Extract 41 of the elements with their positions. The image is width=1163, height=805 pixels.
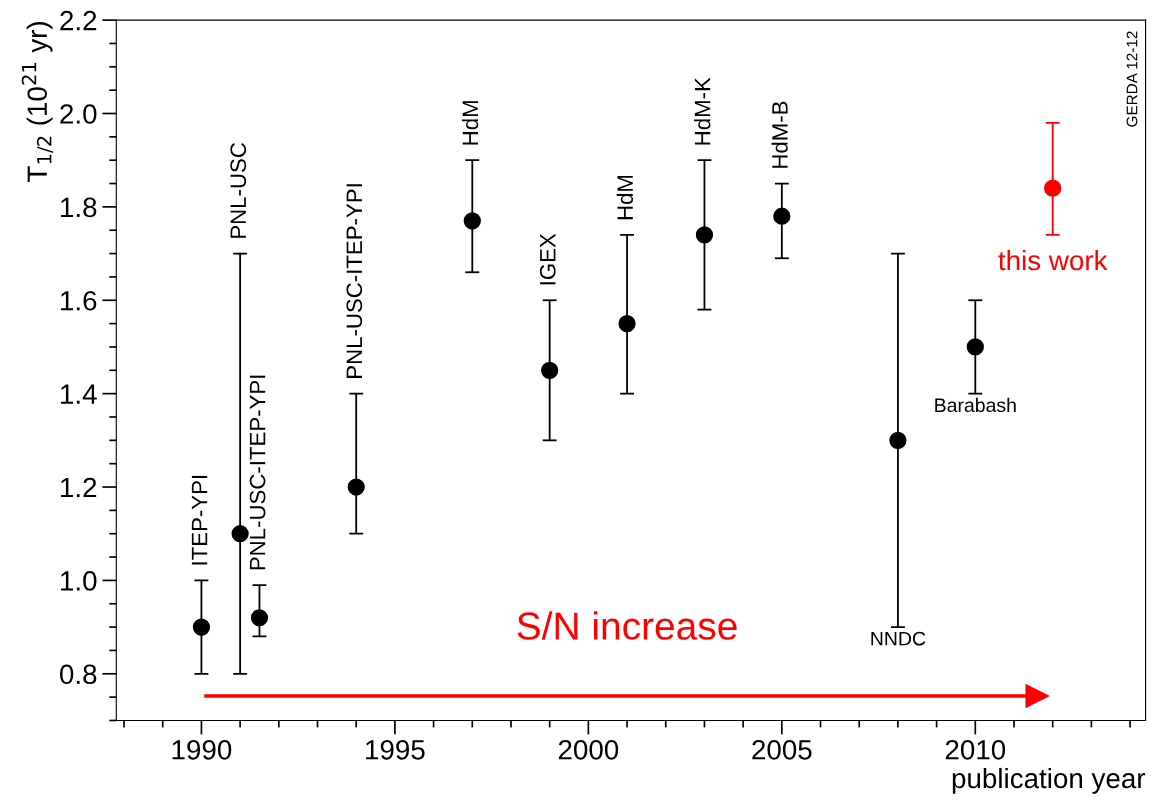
y-tick-label: 1.8 xyxy=(61,197,97,218)
y-tick-label: 1.4 xyxy=(61,384,97,404)
point xyxy=(773,207,791,225)
y-tick-label: 1.6 xyxy=(61,290,97,311)
annotation: S/N increase xyxy=(517,611,737,640)
annotation: PNL-USC-ITEP-YPI xyxy=(249,375,266,570)
point xyxy=(889,431,907,449)
x-tick-label: 1995 xyxy=(366,739,425,760)
point xyxy=(231,525,249,543)
text: this work xyxy=(998,249,1108,271)
point xyxy=(1044,179,1062,197)
y-axis-title: T$_{1/2}$ (10$^{21}$ yr) xyxy=(21,22,54,182)
y-tick-label: 0.8 xyxy=(60,664,97,685)
annotation: HdM xyxy=(616,175,634,220)
x-tick-label: 1990 xyxy=(172,739,232,760)
point xyxy=(618,314,636,333)
x-axis-title: publication year xyxy=(952,767,1146,794)
annotation: GERDA 12-12 xyxy=(1126,31,1138,127)
y-tick-label: 1.0 xyxy=(61,571,97,591)
annotation: ITEP-YPI xyxy=(191,475,208,565)
point xyxy=(541,361,559,379)
annotation: Barabash xyxy=(935,397,1016,413)
x-tick-label: 2005 xyxy=(752,739,812,760)
point xyxy=(695,226,714,244)
annotation: PNL-USC-ITEP-YPI xyxy=(346,184,363,378)
point xyxy=(463,212,481,230)
y-tick-label: 1.2 xyxy=(61,477,97,498)
annotation: IGEX xyxy=(539,233,556,285)
point xyxy=(250,609,269,627)
x-tick-label: 2010 xyxy=(945,739,1006,760)
annotation: PNL-USC xyxy=(230,142,247,238)
annotation: HdM-K xyxy=(694,77,711,145)
point xyxy=(347,478,365,496)
y-tick-label: 2.0 xyxy=(60,104,97,124)
point xyxy=(192,618,211,636)
annotation: HdM-B xyxy=(771,101,788,168)
point xyxy=(966,338,984,356)
annotation: HdM xyxy=(461,101,479,145)
y-tick-label: 2.2 xyxy=(60,10,97,31)
annotation: NNDC xyxy=(871,631,926,646)
x-tick-label: 2000 xyxy=(558,739,619,760)
